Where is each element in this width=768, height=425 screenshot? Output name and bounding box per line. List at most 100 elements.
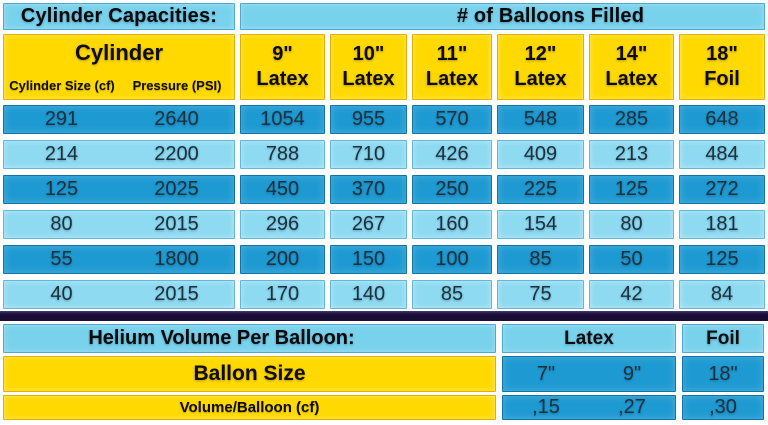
helium-title-row: Helium Volume Per Balloon: Latex Foil [3, 324, 765, 353]
column-header-10-latex: 10" Latex [330, 34, 407, 100]
cylinder-size-label: Cylinder Size (cf) [9, 78, 115, 93]
pressure-value: 2640 [154, 108, 199, 130]
balloon-size-label-cell: Ballon Size [3, 356, 496, 392]
latex-header: Latex [564, 327, 614, 349]
balloons-value: 125 [589, 175, 674, 204]
balloon-size-text: 14" [615, 43, 648, 65]
balloons-value: 267 [330, 210, 407, 239]
volume-label: Volume/Balloon (cf) [179, 399, 320, 416]
balloon-material-text: Latex [514, 68, 567, 90]
balloons-value: 154 [497, 210, 584, 239]
cylinder-size-value: 125 [44, 178, 79, 200]
title-row: Cylinder Capacities: # of Balloons Fille… [3, 3, 765, 30]
cylinder-cell: 214 2200 [3, 140, 235, 169]
balloons-value: 150 [330, 245, 407, 274]
balloons-value: 272 [679, 175, 765, 204]
balloon-size-label: Ballon Size [193, 362, 306, 385]
balloons-value: 285 [589, 105, 674, 134]
cylinder-cell: 291 2640 [3, 105, 235, 134]
column-header-11-latex: 11" Latex [412, 34, 492, 100]
volume-per-balloon-row: Volume/Balloon (cf) ,15 ,27 ,30 [3, 395, 765, 420]
balloons-value: 450 [240, 175, 325, 204]
balloons-value: 75 [497, 280, 584, 309]
balloons-value: 955 [330, 105, 407, 134]
balloons-filled-title-cell: # of Balloons Filled [240, 3, 765, 30]
cylinder-capacities-title-cell: Cylinder Capacities: [3, 3, 235, 30]
balloon-size-text: 18" [706, 43, 738, 65]
foil-header-cell: Foil [682, 324, 764, 353]
balloon-material-text: Latex [342, 68, 395, 90]
balloon-material-text: Foil [704, 68, 740, 90]
balloons-value: 250 [412, 175, 492, 204]
volume-label-cell: Volume/Balloon (cf) [3, 395, 496, 420]
helium-volume-table: Helium Volume Per Balloon: Latex Foil Ba… [0, 321, 768, 420]
balloons-value: 80 [589, 210, 674, 239]
column-header-9-latex: 9" Latex [240, 34, 325, 100]
balloons-value: 296 [240, 210, 325, 239]
table-row: 125 2025 450 370 250 225 125 272 [3, 175, 765, 204]
balloon-size-text: 11" [436, 43, 468, 65]
balloons-value: 225 [497, 175, 584, 204]
balloons-value: 125 [679, 245, 765, 274]
cylinder-cell: 80 2015 [3, 210, 235, 239]
pressure-value: 2200 [154, 143, 199, 165]
foil-header: Foil [706, 327, 740, 349]
cylinder-group-header: Cylinder Cylinder Size (cf) Pressure (PS… [3, 34, 235, 100]
pressure-value: 2025 [154, 178, 199, 200]
balloons-value: 426 [412, 140, 492, 169]
cylinder-cell: 55 1800 [3, 245, 235, 274]
balloons-value: 85 [497, 245, 584, 274]
table-row: 80 2015 296 267 160 154 80 181 [3, 210, 765, 239]
pressure-value: 2015 [154, 283, 199, 305]
column-header-12-latex: 12" Latex [497, 34, 584, 100]
balloon-material-text: Latex [425, 68, 479, 90]
balloons-value: 484 [679, 140, 765, 169]
cylinder-size-value: 291 [44, 108, 79, 130]
balloons-value: 100 [412, 245, 492, 274]
balloons-value: 181 [679, 210, 765, 239]
helium-volume-title: Helium Volume Per Balloon: [88, 327, 355, 349]
table-row: 291 2640 1054 955 570 548 285 648 [3, 105, 765, 134]
pressure-value: 2015 [154, 213, 199, 235]
balloon-material-text: Latex [605, 68, 658, 90]
balloons-value: 200 [240, 245, 325, 274]
balloons-value: 370 [330, 175, 407, 204]
balloon-size-text: 12" [524, 43, 557, 65]
cylinder-size-value: 55 [50, 248, 73, 270]
cylinder-group-title: Cylinder [74, 40, 164, 65]
cylinder-cell: 40 2015 [3, 280, 235, 309]
balloons-value: 1054 [240, 105, 325, 134]
latex-size-7: 7" [536, 362, 556, 385]
balloons-value: 648 [679, 105, 765, 134]
pressure-label: Pressure (PSI) [132, 78, 222, 93]
table-row: 55 1800 200 150 100 85 50 125 [3, 245, 765, 274]
latex-sizes-cell: 7" 9" [502, 356, 676, 392]
latex-volume-9: ,27 [618, 396, 646, 418]
latex-header-cell: Latex [502, 324, 676, 353]
balloons-value: 84 [679, 280, 765, 309]
table-row: 40 2015 170 140 85 75 42 84 [3, 280, 765, 309]
cylinder-subheaders: Cylinder Size (cf) Pressure (PSI) [4, 78, 234, 93]
foil-size-cell: 18" [682, 356, 764, 392]
cylinder-cell: 125 2025 [3, 175, 235, 204]
balloon-size-text: 9" [272, 43, 293, 65]
balloons-value: 50 [589, 245, 674, 274]
balloons-value: 710 [330, 140, 407, 169]
balloon-size-row: Ballon Size 7" 9" 18" [3, 356, 765, 392]
column-header-18-foil: 18" Foil [679, 34, 765, 100]
balloons-value: 548 [497, 105, 584, 134]
balloon-material-text: Latex [256, 68, 309, 90]
balloons-value: 213 [589, 140, 674, 169]
cylinder-size-value: 40 [50, 283, 73, 305]
table-row: 214 2200 788 710 426 409 213 484 [3, 140, 765, 169]
balloons-value: 160 [412, 210, 492, 239]
column-header-14-latex: 14" Latex [589, 34, 674, 100]
balloons-value: 140 [330, 280, 407, 309]
helium-volume-title-cell: Helium Volume Per Balloon: [3, 324, 496, 353]
cylinder-capacities-title: Cylinder Capacities: [20, 5, 218, 27]
balloons-value: 409 [497, 140, 584, 169]
balloons-value: 570 [412, 105, 492, 134]
balloons-filled-title: # of Balloons Filled [456, 5, 645, 27]
separator-band [0, 311, 768, 321]
